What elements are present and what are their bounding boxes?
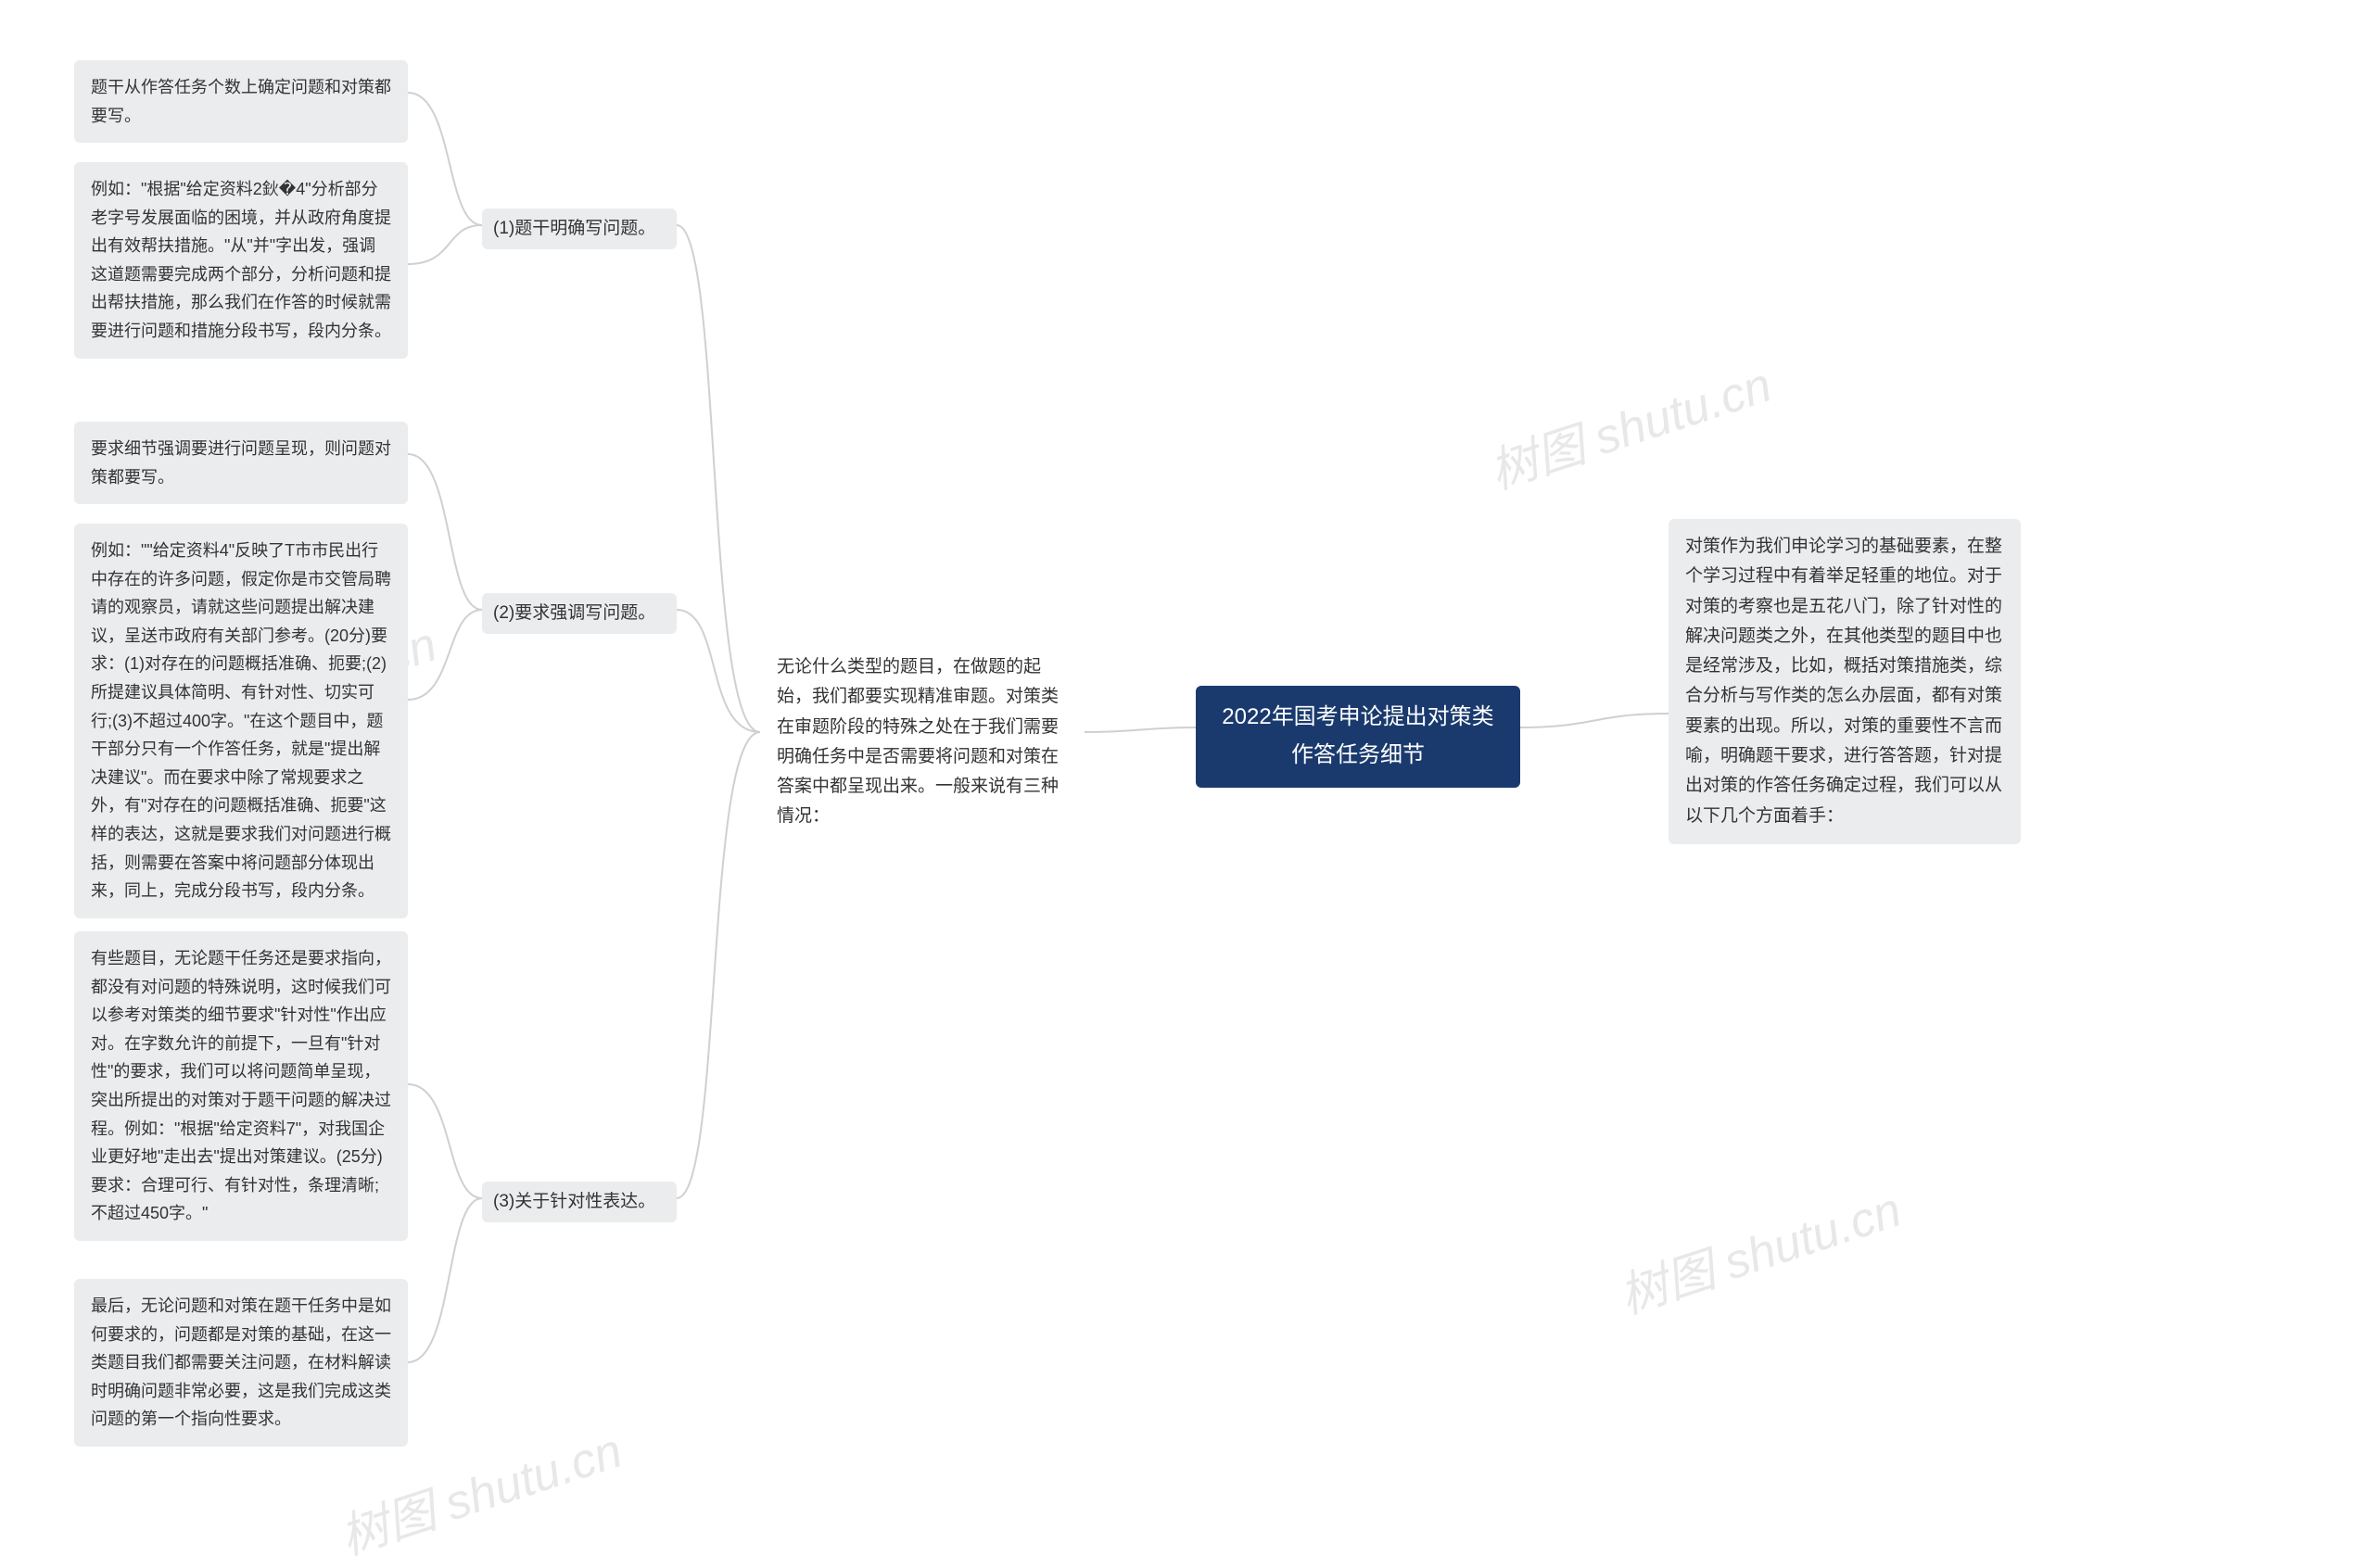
case1-label: (1)题干明确写问题。 [482,209,677,249]
case2-leaf-1: 例如：""给定资料4"反映了T市市民出行中存在的许多问题，假定你是市交管局聘请的… [74,524,408,918]
watermark: 树图 shutu.cn [1609,1170,1909,1327]
case2-leaf-0: 要求细节强调要进行问题呈现，则问题对策都要写。 [74,422,408,504]
mindmap-canvas: 对图 shutu.cn 树图 shutu.cn 树图 shutu.cn 树图 s… [0,0,2373,1523]
watermark: 树图 shutu.cn [1479,346,1779,502]
case1-leaf-0: 题干从作答任务个数上确定问题和对策都要写。 [74,60,408,143]
case3-leaf-1: 最后，无论问题和对策在题干任务中是如何要求的，问题都是对策的基础，在这一类题目我… [74,1279,408,1447]
case3-label: (3)关于针对性表达。 [482,1182,677,1222]
left-intro-node: 无论什么类型的题目，在做题的起始，我们都要实现精准审题。对策类在审题阶段的特殊之… [760,639,1085,845]
right-summary-node: 对策作为我们申论学习的基础要素，在整个学习过程中有着举足轻重的地位。对于对策的考… [1669,519,2021,844]
root-node: 2022年国考申论提出对策类作答任务细节 [1196,686,1520,788]
case1-leaf-1: 例如："根据"给定资料2鈥�4"分析部分老字号发展面临的困境，并从政府角度提出有… [74,162,408,359]
case3-leaf-0: 有些题目，无论题干任务还是要求指向，都没有对问题的特殊说明，这时候我们可以参考对… [74,931,408,1241]
case2-label: (2)要求强调写问题。 [482,593,677,634]
